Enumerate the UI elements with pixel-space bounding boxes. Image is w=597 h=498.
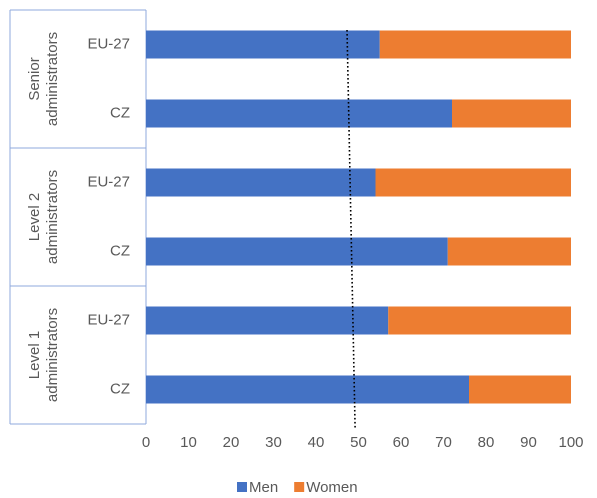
reference-line: [346, 29, 356, 429]
legend-swatch: [237, 482, 247, 492]
y-tick-label: EU-27: [87, 35, 130, 52]
x-tick-label: 0: [142, 434, 150, 451]
legend-label: Women: [306, 479, 357, 496]
bar-segment: [452, 99, 571, 128]
group-label: administrators: [44, 32, 61, 126]
group-label: Level 2: [26, 193, 43, 241]
bar-segment: [146, 30, 380, 59]
bar-segment: [146, 168, 376, 197]
group-label: administrators: [44, 308, 61, 402]
legend-label: Men: [249, 479, 278, 496]
bar-segment: [146, 306, 389, 335]
y-tick-label: CZ: [110, 104, 130, 121]
bar-segment: [469, 375, 571, 404]
y-tick-label: EU-27: [87, 311, 130, 328]
bar-segment: [146, 375, 469, 404]
x-tick-label: 70: [435, 434, 452, 451]
y-tick-label: EU-27: [87, 173, 130, 190]
x-tick-label: 100: [558, 434, 583, 451]
y-tick-label: CZ: [110, 380, 130, 397]
x-tick-label: 20: [223, 434, 240, 451]
group-label: Senior: [26, 57, 43, 100]
x-tick-label: 50: [350, 434, 367, 451]
bar-segment: [146, 237, 448, 266]
group-label: Level 1: [26, 331, 43, 379]
x-tick-label: 60: [393, 434, 410, 451]
legend-swatch: [294, 482, 305, 492]
bar-segment: [447, 237, 571, 266]
bar-segment: [146, 99, 452, 128]
x-tick-label: 10: [180, 434, 197, 451]
bar-segment: [379, 30, 571, 59]
x-tick-label: 30: [265, 434, 282, 451]
x-tick-label: 90: [520, 434, 537, 451]
y-tick-label: CZ: [110, 242, 130, 259]
bar-segment: [388, 306, 571, 335]
group-label: administrators: [44, 170, 61, 264]
x-tick-label: 80: [478, 434, 495, 451]
bar-segment: [375, 168, 571, 197]
x-tick-label: 40: [308, 434, 325, 451]
